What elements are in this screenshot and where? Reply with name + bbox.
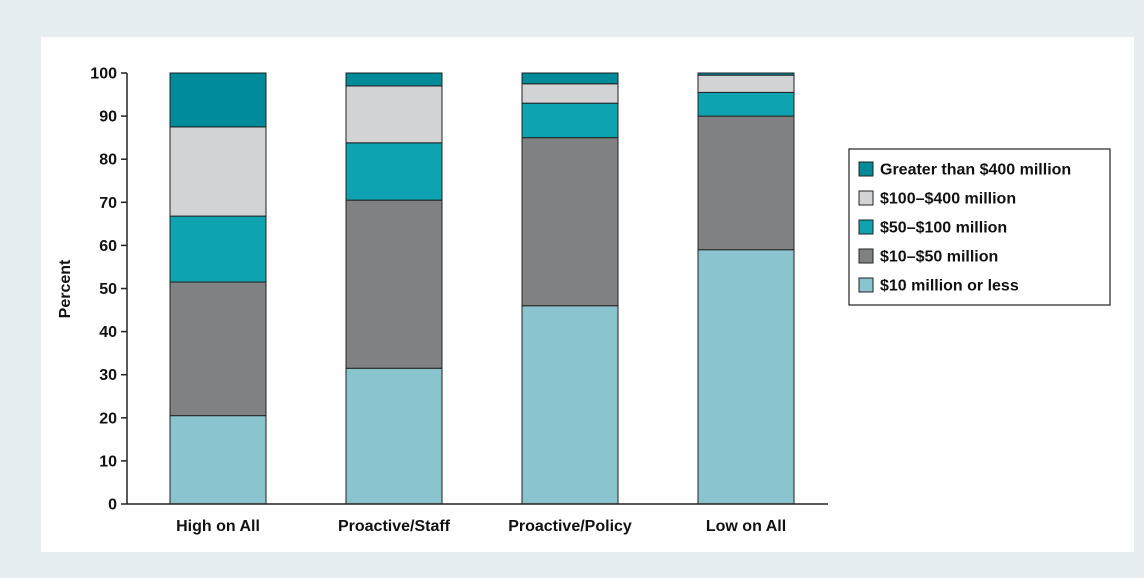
bar-segment-1-10-million-or-less [169,415,267,505]
legend-label-1: Greater than $400 million [880,162,1071,179]
bar-segment-2-100-400-million [345,85,443,144]
legend-box [848,148,1111,306]
bar-segment-1-100-400-million [169,126,267,217]
y-tick-label-80: 80 [99,152,117,169]
category-labels: High on All Proactive/Staff Proactive/Poli… [176,518,786,535]
y-axis-title: Percent [57,259,74,318]
y-tick-label-60: 60 [99,238,117,255]
legend-label-2: $100–$400 million [880,191,1016,208]
y-axis: 0 10 20 30 40 50 60 70 80 90 100 [90,66,828,514]
category-label-1: High on All [176,518,260,535]
legend-swatch-3 [858,219,874,235]
legend: Greater than $400 million $100–$400 milli… [848,148,1111,306]
legend-label-4: $10–$50 million [880,249,998,266]
bar-segment-4-10-50-million [697,115,795,251]
y-tick-label-0: 0 [108,497,117,514]
legend-label-3: $50–$100 million [880,220,1007,237]
legend-swatch-2 [858,190,874,206]
legend-swatch-4 [858,248,874,264]
bar-segment-2-10-million-or-less [345,367,443,505]
bar-segment-4-greater-than-400-million [697,72,795,76]
category-label-3: Proactive/Policy [508,518,632,535]
y-tick-label-100: 100 [90,66,117,83]
bar-segment-3-10-50-million [521,137,619,307]
y-tick-label-10: 10 [99,453,117,470]
bar-segment-4-100-400-million [697,74,795,93]
bar-segment-4-50-100-million [697,91,795,117]
category-label-2: Proactive/Staff [338,518,451,535]
y-tick-label-40: 40 [99,324,117,341]
bars-layer [169,72,795,505]
bar-segment-2-greater-than-400-million [345,72,443,87]
bar-segment-3-10-million-or-less [521,305,619,505]
legend-label-5: $10 million or less [880,278,1019,295]
bar-segment-3-greater-than-400-million [521,72,619,85]
bar-segment-1-greater-than-400-million [169,72,267,128]
bar-segment-2-50-100-million [345,142,443,201]
y-tick-label-70: 70 [99,195,117,212]
category-label-4: Low on All [706,518,786,535]
bar-segment-4-10-million-or-less [697,249,795,505]
legend-swatch-1 [858,161,874,177]
bar-segment-3-100-400-million [521,83,619,104]
y-tick-label-20: 20 [99,410,117,427]
y-tick-label-50: 50 [99,281,117,298]
y-tick-label-30: 30 [99,367,117,384]
bar-segment-1-50-100-million [169,215,267,283]
legend-swatch-5 [858,277,874,293]
bar-segment-2-10-50-million [345,199,443,369]
bar-segment-1-10-50-million [169,281,267,417]
y-tick-label-90: 90 [99,109,117,126]
bar-segment-3-50-100-million [521,102,619,139]
